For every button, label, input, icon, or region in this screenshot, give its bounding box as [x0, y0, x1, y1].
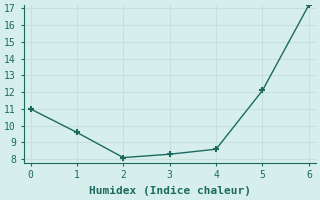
X-axis label: Humidex (Indice chaleur): Humidex (Indice chaleur) [89, 186, 251, 196]
